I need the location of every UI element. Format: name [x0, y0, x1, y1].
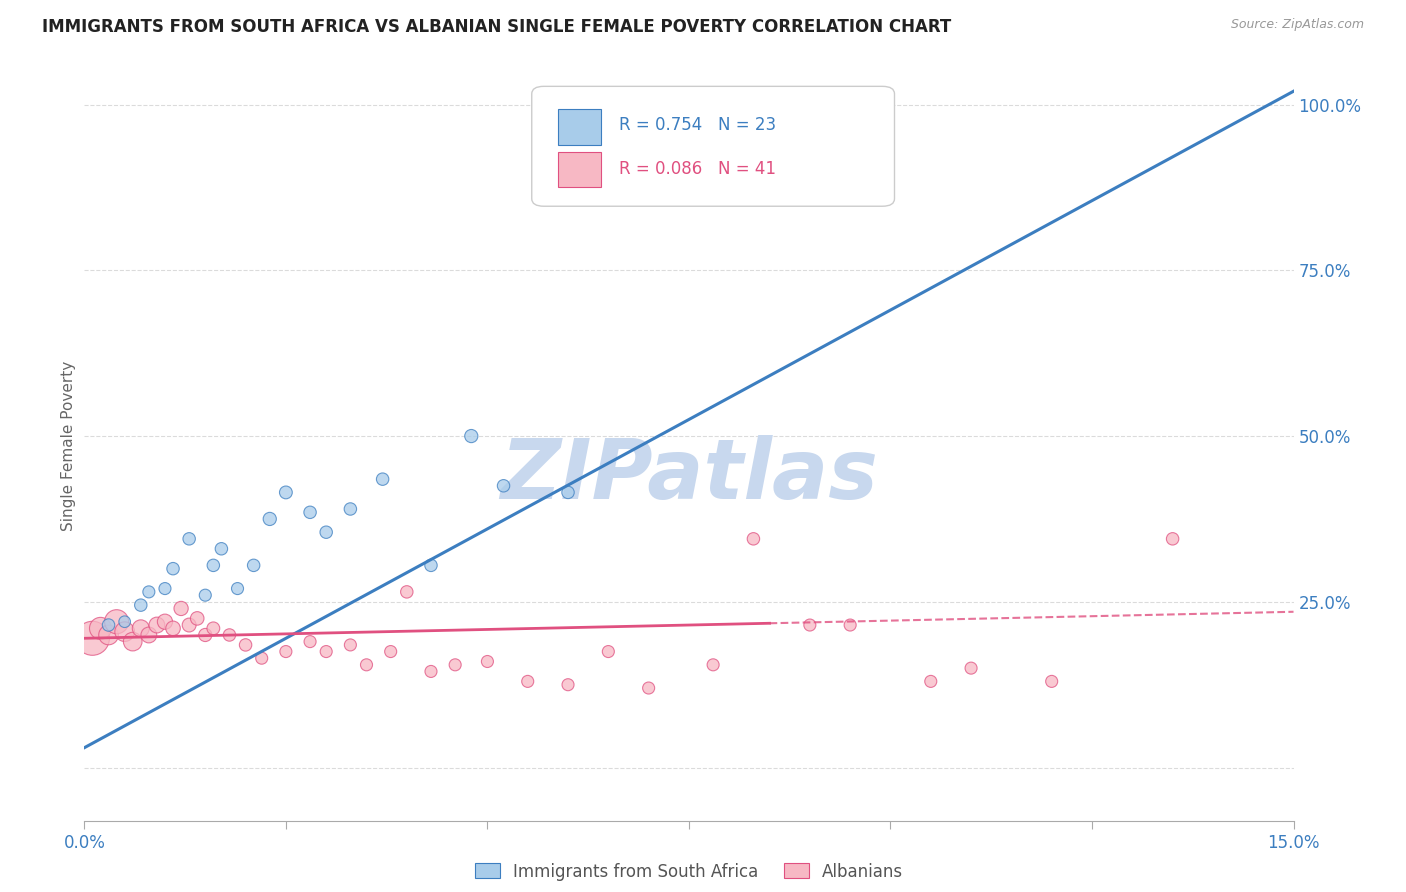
Point — [186, 611, 208, 625]
Point — [371, 472, 394, 486]
Point — [339, 502, 361, 516]
Point — [194, 588, 217, 602]
Text: IMMIGRANTS FROM SOUTH AFRICA VS ALBANIAN SINGLE FEMALE POVERTY CORRELATION CHART: IMMIGRANTS FROM SOUTH AFRICA VS ALBANIAN… — [42, 18, 952, 36]
Point — [315, 644, 337, 658]
Point — [557, 678, 579, 692]
Legend: Immigrants from South Africa, Albanians: Immigrants from South Africa, Albanians — [468, 856, 910, 888]
Point — [97, 628, 120, 642]
Point — [492, 479, 515, 493]
FancyBboxPatch shape — [531, 87, 894, 206]
Text: R = 0.086   N = 41: R = 0.086 N = 41 — [619, 160, 776, 178]
Point — [598, 644, 620, 658]
Point — [356, 657, 378, 672]
FancyBboxPatch shape — [558, 152, 600, 187]
Point — [702, 657, 724, 672]
Point — [97, 618, 120, 632]
Text: R = 0.754   N = 23: R = 0.754 N = 23 — [619, 116, 776, 135]
Point — [202, 558, 225, 573]
Point — [105, 615, 128, 629]
Point — [274, 485, 297, 500]
Point — [138, 628, 160, 642]
Point — [274, 644, 297, 658]
Point — [162, 621, 184, 635]
Point — [129, 621, 152, 635]
Point — [839, 618, 862, 632]
Point — [299, 634, 322, 648]
Point — [138, 585, 160, 599]
Point — [114, 615, 136, 629]
Point — [460, 429, 482, 443]
Point — [235, 638, 257, 652]
Point — [1161, 532, 1184, 546]
Point — [960, 661, 983, 675]
Point — [444, 657, 467, 672]
Point — [315, 525, 337, 540]
Point — [557, 485, 579, 500]
Point — [82, 632, 104, 646]
Point — [1040, 674, 1063, 689]
Point — [420, 558, 443, 573]
Point — [742, 532, 765, 546]
Point — [799, 618, 821, 632]
Point — [179, 532, 201, 546]
Point — [129, 598, 152, 612]
Point — [153, 582, 176, 596]
Point — [89, 621, 111, 635]
Point — [202, 621, 225, 635]
Point — [209, 541, 232, 556]
Point — [114, 624, 136, 639]
Point — [179, 618, 201, 632]
Point — [146, 618, 169, 632]
Point — [153, 615, 176, 629]
Point — [218, 628, 240, 642]
Text: Source: ZipAtlas.com: Source: ZipAtlas.com — [1230, 18, 1364, 31]
Point — [339, 638, 361, 652]
Point — [250, 651, 273, 665]
Point — [637, 681, 659, 695]
Point — [242, 558, 264, 573]
Point — [920, 674, 942, 689]
Text: ZIPatlas: ZIPatlas — [501, 435, 877, 516]
Point — [380, 644, 402, 658]
Point — [226, 582, 249, 596]
Point — [831, 117, 853, 131]
Y-axis label: Single Female Poverty: Single Female Poverty — [60, 361, 76, 531]
Point — [395, 585, 418, 599]
Point — [170, 601, 193, 615]
Point — [516, 674, 538, 689]
Point — [299, 505, 322, 519]
Point — [420, 665, 443, 679]
Point — [477, 655, 499, 669]
Point — [162, 562, 184, 576]
Point — [194, 628, 217, 642]
Point — [259, 512, 281, 526]
Point — [121, 634, 143, 648]
FancyBboxPatch shape — [558, 109, 600, 145]
